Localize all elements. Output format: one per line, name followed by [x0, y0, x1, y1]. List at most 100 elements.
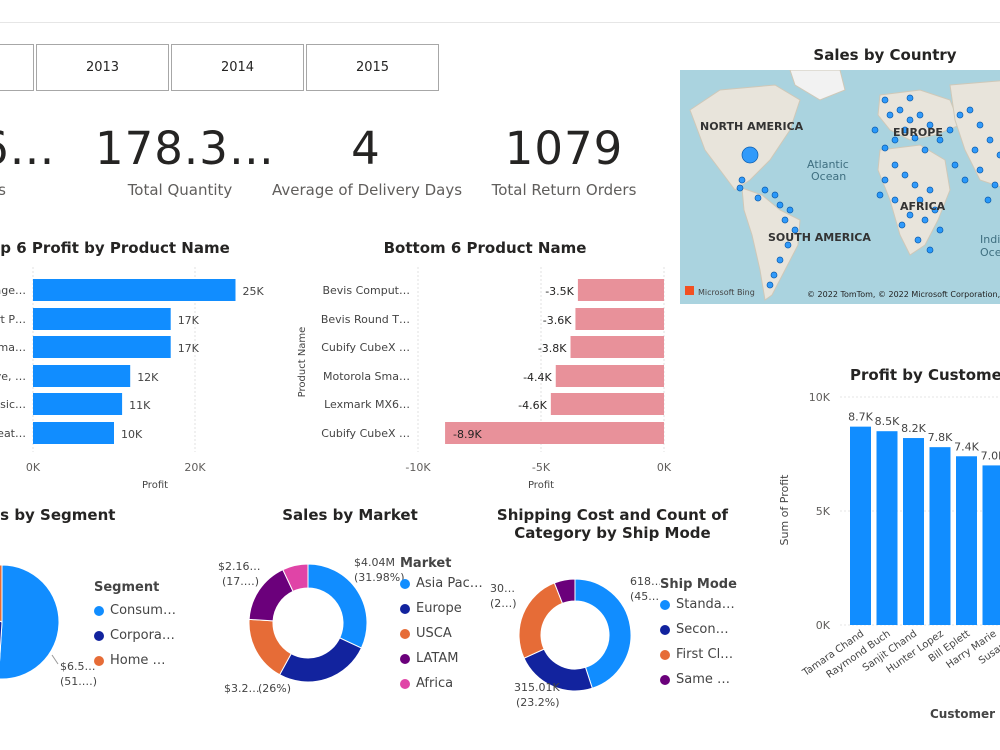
customer-xlabel: Customer N	[930, 707, 1000, 721]
map-bubble	[916, 196, 924, 204]
market-legend-item[interactable]: LATAM	[400, 646, 483, 671]
segment-legend-item[interactable]: Corpora…	[94, 623, 176, 648]
map-bubble	[881, 144, 889, 152]
bottom6-ylabel: Product Name	[297, 327, 308, 398]
bottom6-xtick: 0K	[657, 461, 672, 474]
map-bubble	[951, 161, 959, 169]
kpi-sales-value: .6…	[0, 122, 56, 175]
shipmode-callout: 618…	[630, 575, 660, 588]
shipmode-legend: Ship Mode Standa… Secon… First Cl… Same …	[660, 577, 737, 692]
map-canvas: NORTH AMERICA EUROPE AFRICA SOUTH AMERIC…	[685, 70, 1000, 301]
bottom6-bar	[445, 422, 664, 444]
top6-data-label: 17K	[178, 342, 200, 355]
customer-bar	[982, 465, 1000, 625]
shipmode-legend-dot	[660, 599, 670, 610]
map-bubble	[921, 146, 929, 154]
market-legend-item[interactable]: Europe	[400, 596, 483, 621]
bottom6-data-label: -8.9K	[453, 428, 482, 441]
sales-map[interactable]: NORTH AMERICA EUROPE AFRICA SOUTH AMERIC…	[680, 70, 1000, 304]
map-bubble	[926, 246, 934, 254]
shipmode-slice	[518, 582, 564, 659]
segment-legend-dot	[94, 605, 104, 616]
map-label-africa: AFRICA	[900, 200, 946, 213]
map-label-ocean: Ocean	[811, 170, 846, 183]
market-legend-dot	[400, 678, 410, 689]
customer-ylabel: Sum of Profit	[778, 474, 791, 546]
map-bubble	[926, 186, 934, 194]
market-callout-sub: (31.98%)	[354, 571, 405, 584]
kpi-delivery-value: 4	[351, 122, 381, 175]
top6-bar	[33, 336, 171, 358]
map-label-indian: Indi	[980, 233, 1000, 246]
market-legend-item[interactable]: USCA	[400, 621, 483, 646]
market-callout: $3.2…	[224, 682, 260, 695]
market-legend-dot	[400, 628, 410, 639]
map-bubble	[886, 111, 894, 119]
segment-legend-item[interactable]: Consum…	[94, 598, 176, 623]
year-slicer-button-partial[interactable]	[0, 44, 34, 91]
map-bubble	[761, 186, 769, 194]
bottom6-data-label: -3.5K	[545, 285, 574, 298]
shipmode-legend-dot	[660, 649, 670, 660]
map-bubble	[776, 201, 784, 209]
map-bubble	[784, 241, 792, 249]
shipmode-legend-item[interactable]: First Cl…	[660, 642, 737, 667]
bottom6-bar	[577, 279, 664, 301]
top6-bar	[33, 422, 114, 444]
segment-legend-label: Home …	[110, 653, 166, 668]
kpi-quantity-value: 178.3…	[95, 122, 275, 175]
top6-bar	[33, 365, 131, 387]
shipmode-legend-title: Ship Mode	[660, 577, 737, 592]
customer-ytick: 10K	[809, 391, 831, 404]
market-legend-item[interactable]: Asia Pac…	[400, 571, 483, 596]
map-bubble	[791, 226, 799, 234]
shipmode-legend-dot	[660, 624, 670, 635]
market-legend-dot	[400, 653, 410, 664]
customer-title: Profit by Customer N	[850, 366, 1000, 384]
segment-slice	[0, 564, 3, 623]
bottom6-data-label: -3.8K	[538, 342, 567, 355]
market-legend-dot	[400, 603, 410, 614]
shipmode-legend-label: Standa…	[676, 597, 735, 612]
segment-data-label: $6.5…	[60, 660, 96, 673]
map-bubble	[946, 126, 954, 134]
map-bubble	[896, 106, 904, 114]
segment-legend-item[interactable]: Home …	[94, 648, 176, 673]
map-bubble	[891, 136, 899, 144]
market-legend-label: LATAM	[416, 651, 459, 666]
top6-category-label: age…	[0, 284, 26, 297]
map-bubble	[786, 206, 794, 214]
bottom6-category-label: Bevis Round T…	[321, 313, 410, 326]
top6-category-label: ma…	[0, 341, 26, 354]
top6-xtick: 0K	[26, 461, 41, 474]
segment-legend-dot	[94, 655, 104, 666]
shipmode-legend-label: Same …	[676, 672, 731, 687]
kpi-sales-label: Sales	[0, 181, 6, 199]
shipmode-legend-item[interactable]: Standa…	[660, 592, 737, 617]
map-bubble	[738, 176, 746, 184]
market-callout: $4.04M	[354, 556, 395, 569]
shipmode-legend-item[interactable]: Secon…	[660, 617, 737, 642]
top6-category-label: ve, …	[0, 370, 26, 383]
top6-bar	[33, 279, 236, 301]
market-legend-title: Market	[400, 556, 452, 571]
shipmode-callout-sub: (45.…)	[630, 590, 660, 603]
market-legend-item[interactable]: Africa	[400, 671, 483, 696]
map-bubble	[911, 134, 919, 142]
customer-data-label: 8.2K	[901, 422, 926, 435]
customer-data-label: 8.7K	[848, 411, 873, 424]
bottom6-category-label: Bevis Comput…	[322, 284, 410, 297]
year-slicer-2015[interactable]: 2015	[306, 44, 439, 91]
year-slicer-2013[interactable]: 2013	[36, 44, 169, 91]
shipmode-chart: 618… (45.…) 315.01K (23.2%) 30… (2…)	[490, 575, 660, 709]
map-bubble	[956, 111, 964, 119]
market-legend-label: USCA	[416, 626, 452, 641]
map-title: Sales by Country	[813, 46, 957, 64]
map-bubble	[936, 136, 944, 144]
shipmode-legend-item[interactable]: Same …	[660, 667, 737, 692]
land-greenland	[789, 70, 846, 101]
year-slicer-2014[interactable]: 2014	[171, 44, 304, 91]
kpi-returns-label: Total Return Orders	[491, 181, 637, 199]
bottom6-category-label: Cubify CubeX …	[321, 341, 410, 354]
top6-category-label: rt P…	[0, 313, 26, 326]
